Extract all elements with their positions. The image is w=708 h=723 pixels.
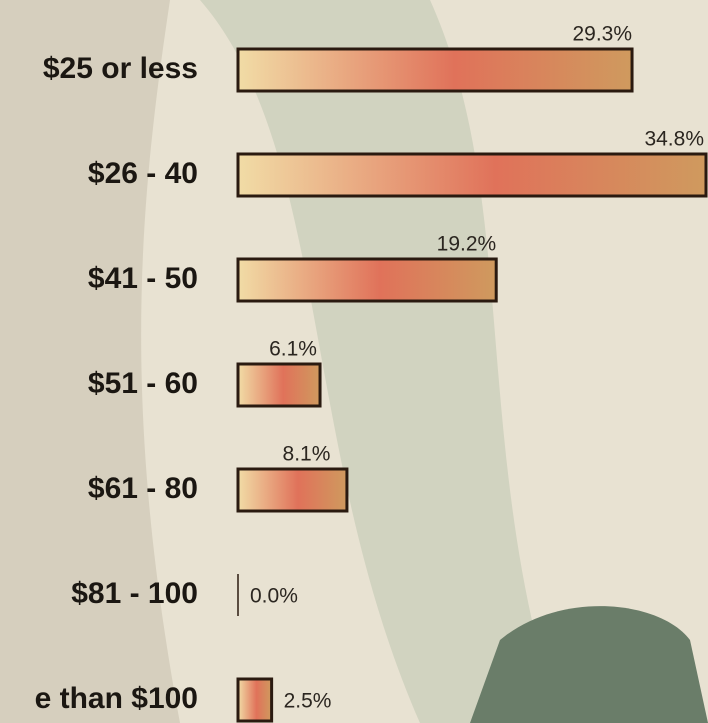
bar <box>238 469 347 511</box>
bar <box>238 154 706 196</box>
value-label: 34.8% <box>644 128 704 151</box>
value-label: 6.1% <box>269 338 317 361</box>
bar <box>238 679 272 721</box>
value-label: 29.3% <box>572 23 632 46</box>
bar <box>238 49 632 91</box>
category-label: $51 - 60 <box>88 367 198 400</box>
bar <box>238 259 496 301</box>
value-label: 2.5% <box>284 690 332 713</box>
value-label: 19.2% <box>437 233 497 256</box>
category-label: $81 - 100 <box>71 577 198 610</box>
chart: $25 or less 29.3% $26 - 40 34.8% $41 - 50 19.… <box>0 0 708 723</box>
category-label: e than $100 <box>35 682 198 715</box>
value-label: 0.0% <box>250 585 298 608</box>
category-label: $41 - 50 <box>88 262 198 295</box>
bar <box>238 364 320 406</box>
category-label: $61 - 80 <box>88 472 198 505</box>
value-label: 8.1% <box>283 443 331 466</box>
category-label: $25 or less <box>43 52 198 85</box>
category-label: $26 - 40 <box>88 157 198 190</box>
